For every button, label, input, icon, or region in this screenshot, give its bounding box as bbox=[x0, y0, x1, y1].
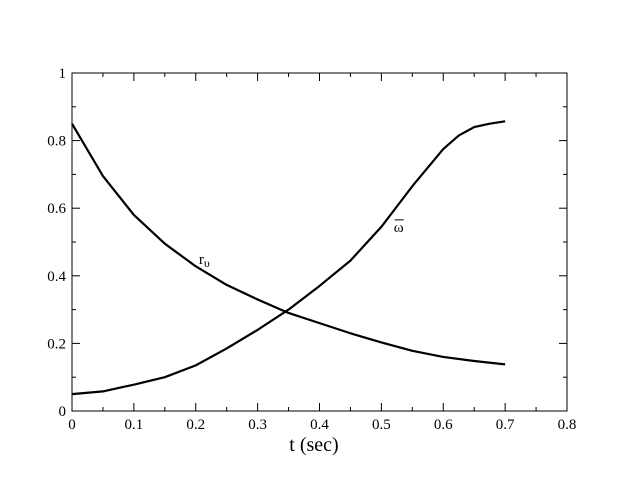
r-upsilon-curve bbox=[71, 123, 506, 366]
x-tick-label: 0.2 bbox=[186, 417, 205, 433]
x-axis-title: t (sec) bbox=[289, 434, 338, 456]
axis-ticks bbox=[71, 72, 568, 412]
series-layer bbox=[71, 120, 506, 396]
x-tick-label: 0.3 bbox=[248, 417, 267, 433]
y-tick-label: 0.2 bbox=[47, 336, 66, 352]
x-tick-label: 0.5 bbox=[372, 417, 391, 433]
y-tick-label: 0.6 bbox=[47, 201, 66, 217]
x-tick-label: 0.4 bbox=[310, 417, 329, 433]
x-tick-label: 0 bbox=[68, 417, 76, 433]
omega-bar-curve bbox=[71, 120, 506, 396]
y-tick-label: 0 bbox=[59, 404, 67, 420]
omega-bar-label: ω bbox=[394, 220, 404, 236]
r-upsilon-label: rυ bbox=[199, 252, 210, 270]
x-tick-label: 0.6 bbox=[434, 417, 453, 433]
x-tick-labels: 0 0.1 0.2 0.3 0.4 0.5 0.6 0.7 0.8 bbox=[68, 417, 576, 433]
annotation-layer: rυ ω bbox=[199, 219, 404, 270]
y-tick-label: 0.4 bbox=[47, 269, 66, 285]
y-tick-label: 0.8 bbox=[47, 134, 66, 150]
y-tick-labels: 0 0.2 0.4 0.6 0.8 1 bbox=[47, 66, 66, 420]
x-tick-label: 0.1 bbox=[125, 417, 144, 433]
x-tick-label: 0.8 bbox=[558, 417, 577, 433]
y-tick-label: 1 bbox=[59, 66, 67, 82]
x-tick-label: 0.7 bbox=[496, 417, 515, 433]
